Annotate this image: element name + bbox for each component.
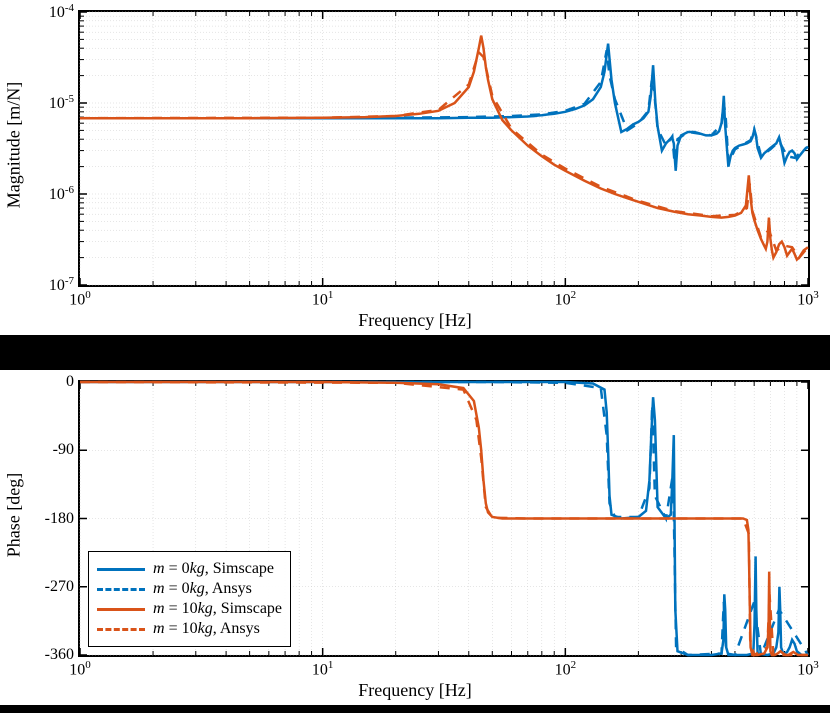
bottom-x-axis-label: Frequency [Hz] bbox=[358, 680, 471, 701]
x-tick-label: 102 bbox=[555, 289, 577, 309]
x-tick-label: 102 bbox=[555, 659, 577, 679]
top-plot-container: 10-710-610-510-4100101102103 Magnitude [… bbox=[0, 0, 830, 335]
legend-label: m = 10kg, Simscape bbox=[153, 600, 282, 618]
y-tick-label: 10-7 bbox=[14, 275, 74, 295]
x-tick-label: 101 bbox=[312, 289, 334, 309]
top-plot-area: 10-710-610-510-4100101102103 bbox=[78, 10, 810, 287]
legend-entry: m = 10kg, Ansys bbox=[97, 620, 282, 638]
y-tick-label: -360 bbox=[14, 646, 74, 664]
legend-label: m = 0kg, Simscape bbox=[153, 560, 274, 578]
legend-swatch bbox=[97, 608, 145, 611]
legend-entry: m = 0kg, Simscape bbox=[97, 560, 282, 578]
legend: m = 0kg, Simscape m = 0kg, Ansys m = 10kg,… bbox=[88, 551, 291, 647]
x-tick-label: 103 bbox=[797, 659, 819, 679]
bottom-plot-container: m = 0kg, Simscape m = 0kg, Ansys m = 10kg,… bbox=[0, 370, 830, 705]
legend-label: m = 0kg, Ansys bbox=[153, 580, 252, 598]
x-tick-label: 103 bbox=[797, 289, 819, 309]
legend-entry: m = 0kg, Ansys bbox=[97, 580, 282, 598]
legend-swatch bbox=[97, 568, 145, 571]
y-tick-label: -90 bbox=[14, 441, 74, 459]
x-tick-label: 101 bbox=[312, 659, 334, 679]
x-tick-label: 100 bbox=[69, 289, 91, 309]
legend-label: m = 10kg, Ansys bbox=[153, 620, 260, 638]
top-chart-svg bbox=[80, 12, 808, 285]
legend-entry: m = 10kg, Simscape bbox=[97, 600, 282, 618]
x-tick-label: 100 bbox=[69, 659, 91, 679]
y-tick-label: 0 bbox=[14, 373, 74, 391]
y-tick-label: 10-4 bbox=[14, 2, 74, 22]
bottom-plot-area: m = 0kg, Simscape m = 0kg, Ansys m = 10kg,… bbox=[78, 380, 810, 657]
y-tick-label: -270 bbox=[14, 578, 74, 596]
top-y-axis-label: Magnitude [m/N] bbox=[4, 82, 25, 208]
top-x-axis-label: Frequency [Hz] bbox=[358, 310, 471, 331]
legend-swatch bbox=[97, 628, 145, 631]
legend-swatch bbox=[97, 588, 145, 591]
bottom-y-axis-label: Phase [deg] bbox=[4, 473, 25, 557]
